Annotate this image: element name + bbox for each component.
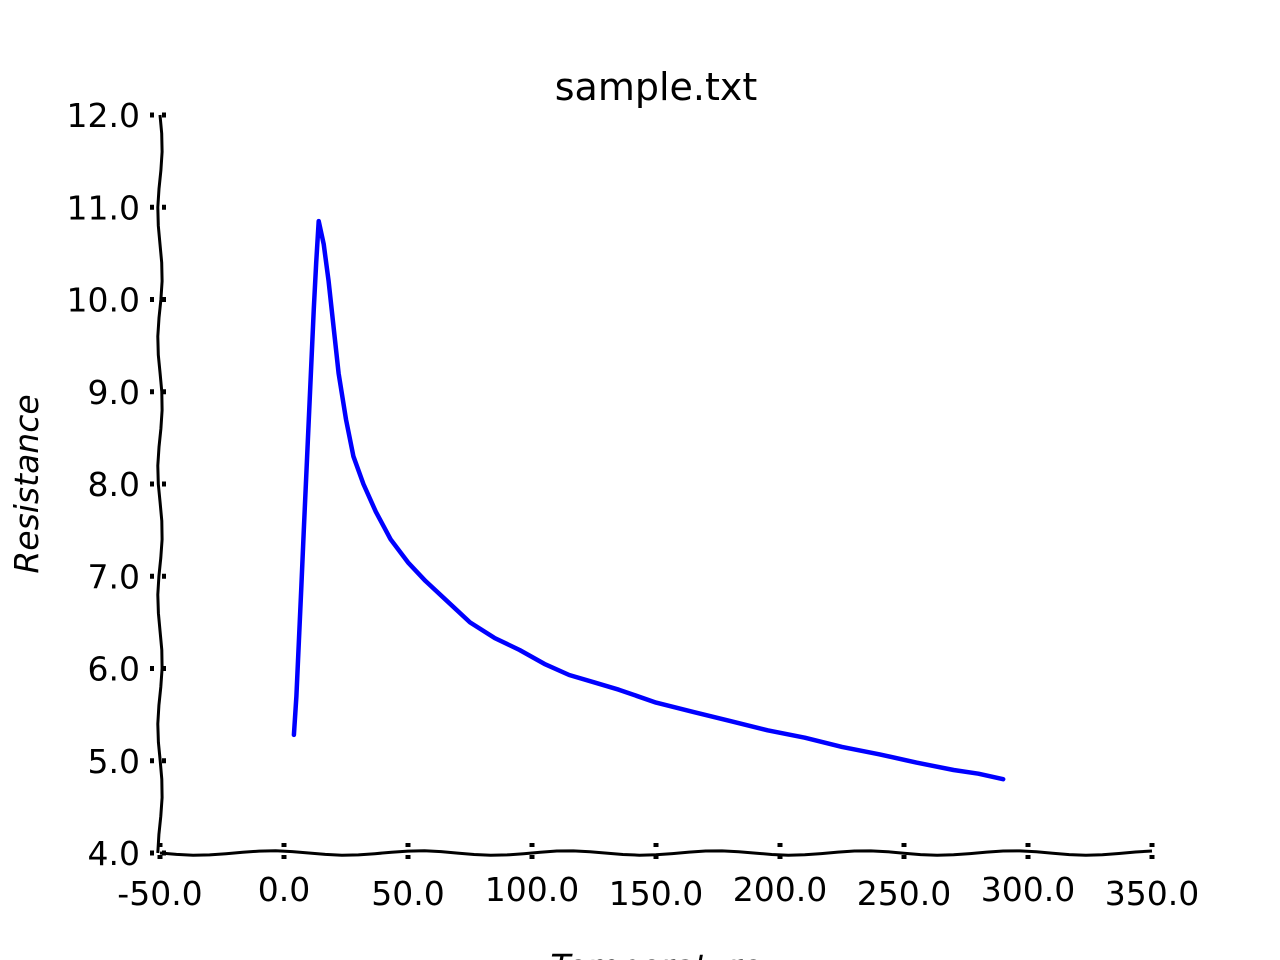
x-tick-label: 350.0 xyxy=(1105,874,1199,913)
y-tick-label: 10.0 xyxy=(67,281,140,320)
x-axis-label: Temperature xyxy=(550,947,761,960)
x-tick-label: -50.0 xyxy=(117,874,202,913)
chart-title: sample.txt xyxy=(555,65,758,109)
y-tick-label: 8.0 xyxy=(88,465,140,504)
y-tick-label: 4.0 xyxy=(88,834,140,873)
y-tick-label: 12.0 xyxy=(67,96,140,135)
y-tick-label: 11.0 xyxy=(67,188,140,227)
x-tick-label: 0.0 xyxy=(258,870,310,909)
x-tick-label: 250.0 xyxy=(857,874,951,913)
y-tick-label: 6.0 xyxy=(88,650,140,689)
x-axis-line xyxy=(159,849,1153,857)
x-tick-label: 200.0 xyxy=(733,870,827,909)
y-tick-label: 9.0 xyxy=(88,373,140,412)
y-tick-label: 5.0 xyxy=(88,742,140,781)
y-axis-label: Resistance xyxy=(7,394,46,573)
x-tick-label: 300.0 xyxy=(981,870,1075,909)
x-tick-label: 100.0 xyxy=(485,870,579,909)
series-line xyxy=(291,218,1006,782)
y-tick-label: 7.0 xyxy=(88,557,140,596)
y-axis-line xyxy=(156,114,164,854)
x-tick-label: 150.0 xyxy=(609,874,703,913)
y-ticks: 4.0 5.0 6.0 7.0 8.0 9.0 10.0 11.0 12.0 xyxy=(67,96,170,873)
x-tick-label: 50.0 xyxy=(371,874,444,913)
x-ticks: -50.0 0.0 50.0 100.0 150.0 200.0 250.0 300.0 350… xyxy=(117,843,1199,913)
